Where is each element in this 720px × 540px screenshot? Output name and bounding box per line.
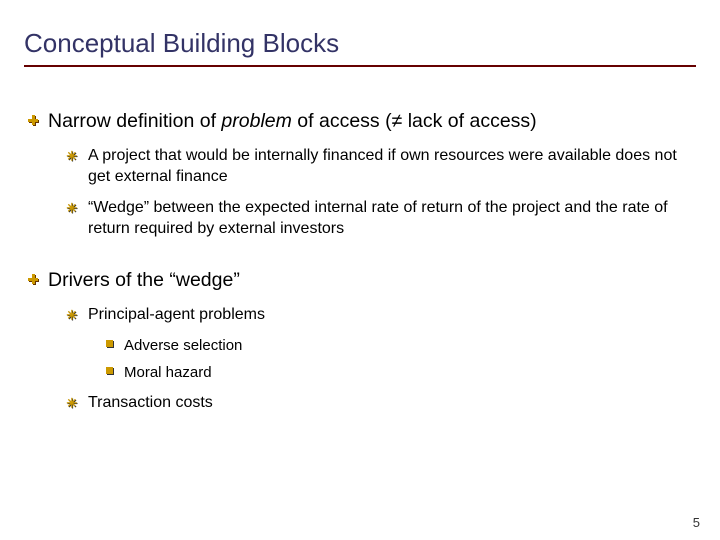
plus-icon xyxy=(28,115,48,126)
page-number: 5 xyxy=(693,515,700,530)
bullet-l2: Principal-agent problems xyxy=(66,305,696,326)
bullet-text: Moral hazard xyxy=(124,363,696,383)
bullet-text: Transaction costs xyxy=(88,393,696,414)
text-pre: Narrow definition of xyxy=(48,110,221,132)
title-rule xyxy=(24,65,696,67)
bullet-text: Drivers of the “wedge” xyxy=(48,268,696,293)
burst-icon xyxy=(66,397,88,409)
bullet-text: A project that would be internally finan… xyxy=(88,146,696,188)
bullet-text: Narrow definition of problem of access (… xyxy=(48,109,696,134)
burst-icon xyxy=(66,309,88,321)
bullet-l1: Narrow definition of problem of access (… xyxy=(28,109,696,134)
bullet-l3: Moral hazard xyxy=(106,363,696,383)
slide-title: Conceptual Building Blocks xyxy=(24,28,696,59)
bullet-l2: “Wedge” between the expected internal ra… xyxy=(66,198,696,240)
burst-icon xyxy=(66,202,88,214)
bullet-l2: A project that would be internally finan… xyxy=(66,146,696,188)
slide-container: Conceptual Building Blocks Narrow defini… xyxy=(0,0,720,413)
spacer xyxy=(24,250,696,268)
bullet-text: Principal-agent problems xyxy=(88,305,696,326)
bullet-l2: Transaction costs xyxy=(66,393,696,414)
text-em: problem xyxy=(221,110,291,132)
bullet-text: Adverse selection xyxy=(124,336,696,356)
bullet-text: “Wedge” between the expected internal ra… xyxy=(88,198,696,240)
text-post: of access (≠ lack of access) xyxy=(292,110,537,132)
bullet-l3: Adverse selection xyxy=(106,336,696,356)
square-icon xyxy=(106,340,124,349)
bullet-l1: Drivers of the “wedge” xyxy=(28,268,696,293)
square-icon xyxy=(106,367,124,376)
plus-icon xyxy=(28,274,48,285)
burst-icon xyxy=(66,150,88,162)
